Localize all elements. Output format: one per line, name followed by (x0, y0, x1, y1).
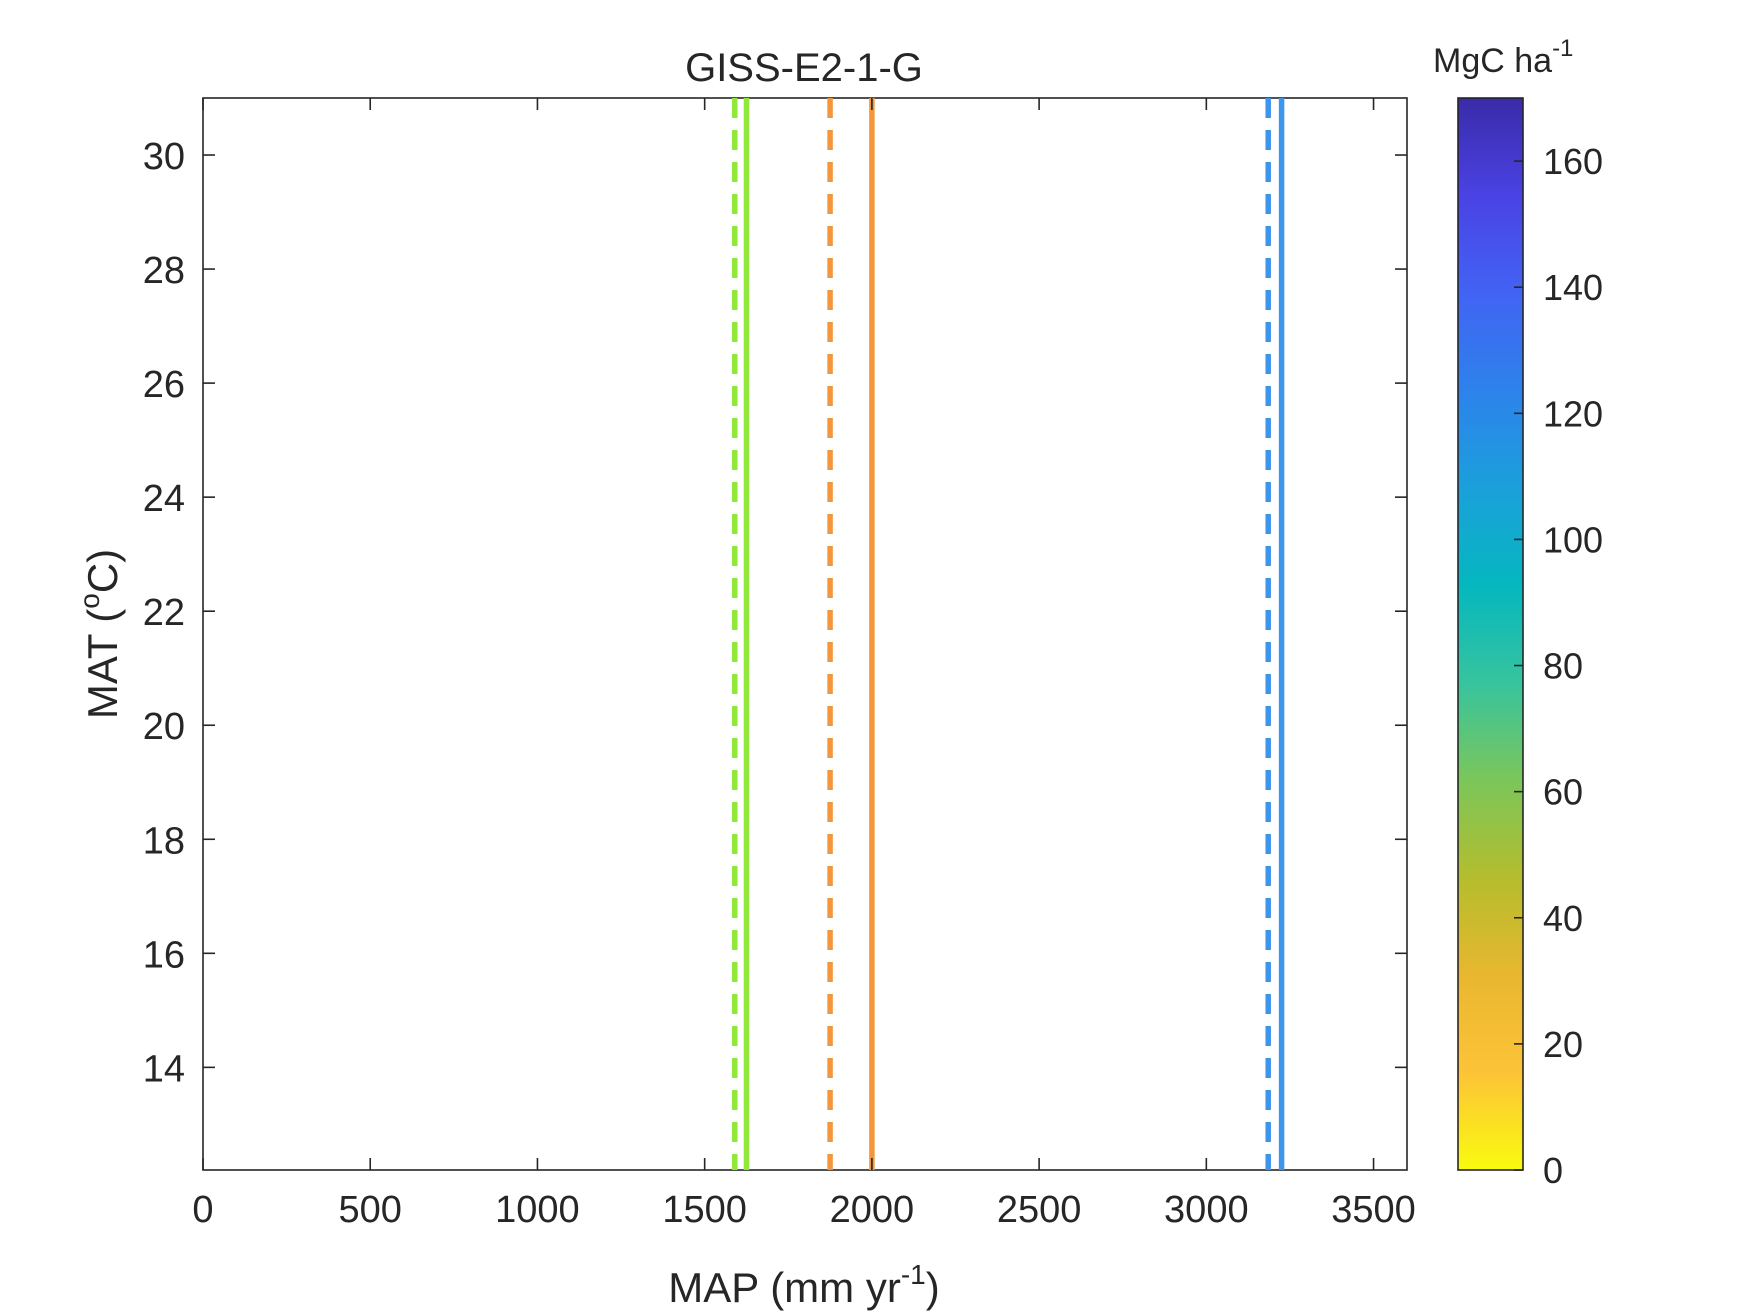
x-tick-label: 2000 (830, 1189, 915, 1231)
y-tick-label: 24 (143, 478, 185, 520)
x-tick-label: 1000 (495, 1189, 580, 1231)
y-tick-label: 20 (143, 706, 185, 748)
colorbar-tick-label: 140 (1543, 267, 1603, 308)
x-tick-label: 3000 (1164, 1189, 1249, 1231)
y-tick-label: 18 (143, 820, 185, 862)
colorbar-tick-label: 0 (1543, 1150, 1563, 1191)
x-tick-label: 3500 (1331, 1189, 1416, 1231)
y-tick-label: 16 (143, 934, 185, 976)
plot-area (202, 97, 1408, 1171)
x-axis-label: MAP (mm yr-1) (668, 1259, 939, 1311)
y-tick-label: 30 (143, 136, 185, 178)
x-tick-label: 0 (192, 1189, 213, 1231)
colorbar-ticks: 0 20 40 60 80 100 120 140 160 (1514, 141, 1603, 1191)
chart-title: GISS-E2-1-G (685, 46, 923, 90)
x-axis-ticks: 0 500 1000 1500 2000 2500 3000 3500 (192, 98, 1416, 1231)
series-layer (732, 98, 1285, 1170)
y-axis-ticks: 14 16 18 20 22 24 26 28 30 (143, 136, 1407, 1090)
colorbar-tick-label: 100 (1543, 519, 1603, 560)
colorbar-tick-label: 40 (1543, 898, 1583, 939)
colorbar-tick-label: 80 (1543, 646, 1583, 687)
x-tick-label: 2500 (997, 1189, 1082, 1231)
colorbar-label: MgC ha-1 (1433, 35, 1573, 80)
colorbar-tick-label: 160 (1543, 141, 1603, 182)
y-tick-label: 14 (143, 1048, 185, 1090)
y-tick-label: 26 (143, 364, 185, 406)
x-tick-label: 1500 (662, 1189, 747, 1231)
y-tick-label: 22 (143, 592, 185, 634)
colorbar-tick-label: 120 (1543, 393, 1603, 434)
x-tick-label: 500 (339, 1189, 402, 1231)
colorbar-tick-label: 20 (1543, 1024, 1583, 1065)
colorbar-tick-label: 60 (1543, 772, 1583, 813)
y-tick-label: 28 (143, 250, 185, 292)
colorbar (1457, 97, 1524, 1171)
y-axis-label: MAT (oC) (74, 549, 126, 719)
